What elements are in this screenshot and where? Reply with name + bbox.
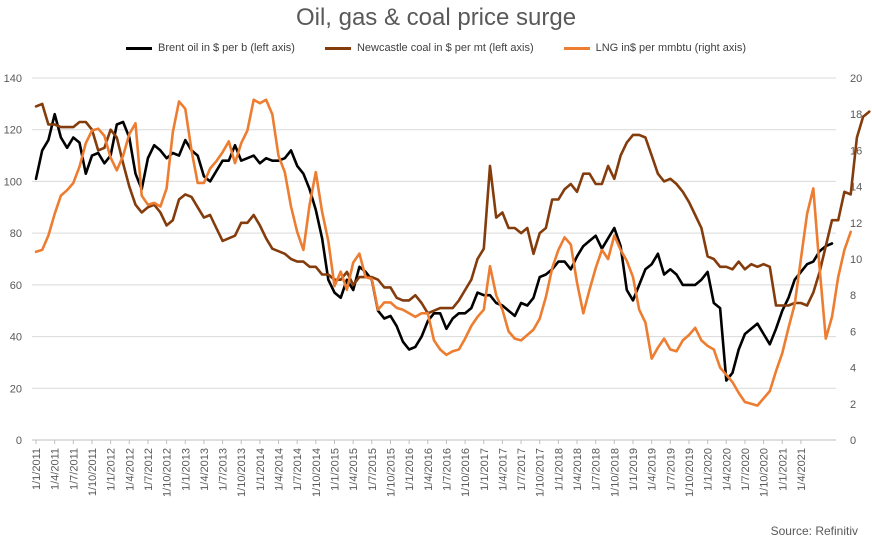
x-axis-tick-label: 1/10/2014 — [311, 448, 323, 497]
chart-title: Oil, gas & coal price surge — [295, 4, 577, 31]
brent-oil-line — [34, 112, 834, 382]
right-axis-tick-label: 12 — [850, 218, 862, 230]
x-axis-tick-label: 1/7/2019 — [665, 448, 677, 491]
x-axis-tick-label: 1/10/2016 — [460, 448, 472, 497]
x-axis-tick-label: 1/4/2021 — [796, 448, 808, 491]
x-axis-tick-label: 1/1/2020 — [703, 448, 715, 491]
x-axis-tick-label: 1/1/2016 — [404, 448, 416, 491]
legend-label-lng: LNG in$ per mmbtu (right axis) — [595, 42, 746, 54]
left-axis-tick-label: 20 — [10, 383, 22, 395]
x-axis-tick-label: 1/7/2014 — [292, 448, 304, 491]
right-axis-tick-label: 0 — [850, 435, 856, 447]
right-axis-tick-label: 4 — [850, 363, 856, 375]
right-axis-tick-label: 2 — [850, 399, 856, 411]
x-axis-tick-label: 1/4/2011 — [50, 448, 62, 490]
x-axis-tick-label: 1/10/2017 — [535, 448, 547, 497]
x-axis-tick-label: 1/4/2017 — [497, 448, 509, 491]
legend-label-coal: Newcastle coal in $ per mt (left axis) — [356, 42, 534, 54]
left-axis-tick-label: 40 — [10, 332, 22, 344]
x-axis-tick-label: 1/4/2015 — [348, 448, 360, 491]
legend-item-lng: LNG in$ per mmbtu (right axis) — [563, 42, 746, 54]
x-axis-tick-label: 1/7/2018 — [591, 448, 603, 491]
source-note: Source: Refinitiv — [770, 524, 858, 538]
x-axis-tick-label: 1/10/2015 — [385, 448, 397, 497]
x-axis-tick-label: 1/4/2019 — [647, 448, 659, 491]
lng-line — [34, 98, 853, 407]
newcastle-coal-line — [34, 102, 871, 315]
right-axis-tick-label: 20 — [850, 73, 862, 85]
x-axis-tick-label: 1/4/2018 — [572, 448, 584, 491]
x-axis-tick-label: 1/10/2020 — [759, 448, 771, 497]
x-axis-tick-label: 1/4/2012 — [124, 448, 136, 491]
x-axis-tick-label: 1/10/2011 — [87, 448, 99, 496]
x-axis-tick-label: 1/1/2019 — [628, 448, 640, 491]
x-axis-tick-label: 1/1/2018 — [553, 448, 565, 491]
x-axis-tick-label: 1/7/2020 — [740, 448, 752, 491]
x-axis-tick-label: 1/1/2017 — [479, 448, 491, 491]
x-axis-tick-label: 1/10/2019 — [684, 448, 696, 497]
x-axis-tick-label: 1/7/2017 — [516, 448, 528, 491]
legend-item-coal: Newcastle coal in $ per mt (left axis) — [324, 42, 534, 54]
legend-label-brent: Brent oil in $ per b (left axis) — [157, 42, 295, 54]
x-axis-tick-label: 1/7/2011 — [68, 448, 80, 490]
right-axis-tick-label: 18 — [850, 109, 862, 121]
legend-swatch-lng — [563, 46, 590, 50]
left-axis-tick-label: 0 — [16, 435, 22, 447]
right-axis-tick-label: 8 — [850, 290, 856, 302]
legend-swatch-coal — [324, 46, 351, 50]
left-axis-tick-label: 120 — [4, 125, 22, 137]
left-axis-tick-label: 140 — [4, 73, 22, 85]
left-axis-tick-label: 60 — [10, 280, 22, 292]
x-axis-tick-label: 1/4/2020 — [721, 448, 733, 491]
x-axis-tick-label: 1/1/2021 — [777, 448, 789, 491]
right-axis-tick-label: 6 — [850, 326, 856, 338]
x-axis-tick-label: 1/1/2014 — [255, 448, 267, 491]
left-axis-tick-label: 80 — [10, 228, 22, 240]
x-axis-tick-label: 1/10/2018 — [609, 448, 621, 497]
right-axis-tick-label: 10 — [850, 254, 862, 266]
x-axis-tick-label: 1/1/2012 — [106, 448, 118, 491]
legend-swatch-brent — [125, 46, 152, 50]
left-axis-tick-label: 100 — [4, 176, 22, 188]
x-axis-tick-label: 1/7/2015 — [367, 448, 379, 491]
x-axis-tick-label: 1/7/2016 — [441, 448, 453, 491]
x-axis-tick-label: 1/7/2013 — [218, 448, 230, 491]
x-axis-tick-label: 1/1/2013 — [180, 448, 192, 491]
x-axis-tick-label: 1/4/2016 — [423, 448, 435, 491]
x-axis-tick-label: 1/10/2013 — [236, 448, 248, 497]
legend-item-brent: Brent oil in $ per b (left axis) — [125, 42, 295, 54]
x-axis-tick-label: 1/4/2014 — [274, 448, 286, 491]
x-axis-tick-label: 1/7/2012 — [143, 448, 155, 491]
x-axis-tick-label: 1/10/2012 — [162, 448, 174, 497]
legend: Brent oil in $ per b (left axis) Newcast… — [0, 42, 872, 54]
x-axis-tick-label: 1/1/2015 — [330, 448, 342, 491]
x-axis-tick-label: 1/1/2011 — [31, 448, 43, 490]
x-axis-tick-label: 1/4/2013 — [199, 448, 211, 491]
